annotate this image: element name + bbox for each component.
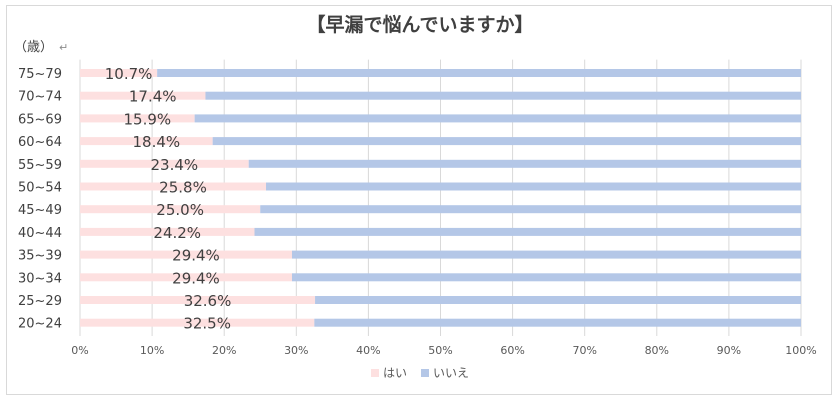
legend-swatch: [421, 368, 429, 377]
x-tick-label: 100%: [785, 344, 816, 357]
bar-yes: [80, 137, 213, 146]
bar-yes: [80, 296, 316, 304]
bars: [80, 69, 802, 327]
category-label: 20~24: [18, 317, 62, 332]
data-label: 17.4%: [129, 88, 177, 106]
x-tick-label: 30%: [284, 344, 308, 357]
category-label: 30~34: [18, 271, 62, 286]
legend-item-no: いいえ: [421, 364, 469, 381]
category-label: 45~49: [18, 203, 62, 218]
gridlines: [79, 59, 802, 337]
category-label: 50~54: [18, 181, 62, 196]
x-tick-label: 50%: [428, 344, 452, 357]
bar-no: [266, 182, 801, 191]
bar-no: [205, 91, 802, 100]
category-label: 65~69: [18, 112, 62, 127]
x-tick-label: 70%: [572, 344, 596, 357]
category-label: 35~39: [18, 249, 62, 264]
data-label: 25.0%: [156, 201, 204, 219]
data-label: 18.4%: [133, 133, 181, 151]
legend: はい いいえ: [0, 364, 840, 381]
category-label: 70~74: [18, 90, 62, 105]
bar-no: [194, 114, 801, 123]
bar-no: [260, 205, 801, 214]
bar-yes: [80, 159, 249, 168]
category-axis-labels: 75~79 70~74 65~69 60~64 55~59 50~54 45~49 40~44…: [18, 67, 62, 332]
bar-yes: [80, 91, 206, 100]
bar-no: [315, 296, 801, 304]
bar-yes: [80, 318, 315, 327]
return-mark-icon: ↵: [59, 41, 69, 54]
bar-no: [314, 318, 801, 327]
bar-no: [248, 159, 802, 168]
legend-label: いいえ: [433, 366, 470, 380]
bar-yes: [80, 205, 261, 214]
category-label: 55~59: [18, 158, 62, 173]
legend-item-yes: はい: [370, 364, 407, 381]
bar-no: [291, 273, 801, 282]
bar-no: [212, 137, 801, 146]
data-label: 32.6%: [184, 292, 232, 310]
data-label: 25.8%: [159, 179, 207, 197]
x-tick-label: 80%: [645, 344, 669, 357]
x-tick-label: 60%: [500, 344, 524, 357]
bar-no: [254, 227, 801, 236]
legend-swatch: [370, 368, 379, 377]
x-tick-label: 20%: [212, 344, 236, 357]
bar-no: [157, 69, 802, 77]
data-labels: 10.7% 17.4% 15.9% 18.4% 23.4% 25.8% 25.0% 24.2%…: [105, 65, 232, 333]
x-tick-label: 10%: [140, 344, 164, 357]
data-label: 29.4%: [172, 269, 220, 287]
category-label: 25~29: [18, 294, 62, 309]
x-tick-label: 40%: [356, 344, 380, 357]
data-label: 15.9%: [123, 110, 171, 128]
value-axis-labels: 0% 10% 20% 30% 40% 50% 60% 70% 80% 90% 100%: [71, 344, 816, 357]
category-label: 60~64: [18, 135, 62, 150]
data-label: 32.5%: [183, 315, 231, 333]
category-label: 75~79: [18, 67, 62, 82]
category-label: 40~44: [18, 226, 62, 241]
bar-yes: [80, 250, 292, 259]
data-label: 23.4%: [151, 156, 199, 174]
bar-yes: [80, 182, 267, 191]
data-label: 24.2%: [153, 224, 201, 242]
x-tick-label: 90%: [717, 344, 741, 357]
data-label: 10.7%: [105, 65, 153, 83]
data-label: 29.4%: [172, 247, 220, 265]
legend-label: はい: [382, 366, 407, 380]
chart-title: 【早漏で悩んでいますか】: [306, 14, 534, 36]
bar-no: [291, 250, 801, 259]
x-tick-label: 0%: [71, 344, 88, 357]
unit-label-text: （歳）: [14, 40, 54, 55]
bar-yes: [80, 227, 255, 236]
bar-yes: [80, 114, 195, 123]
y-axis-unit-label: （歳） ↵: [14, 36, 68, 55]
bar-yes: [80, 69, 158, 77]
bar-yes: [80, 273, 292, 282]
